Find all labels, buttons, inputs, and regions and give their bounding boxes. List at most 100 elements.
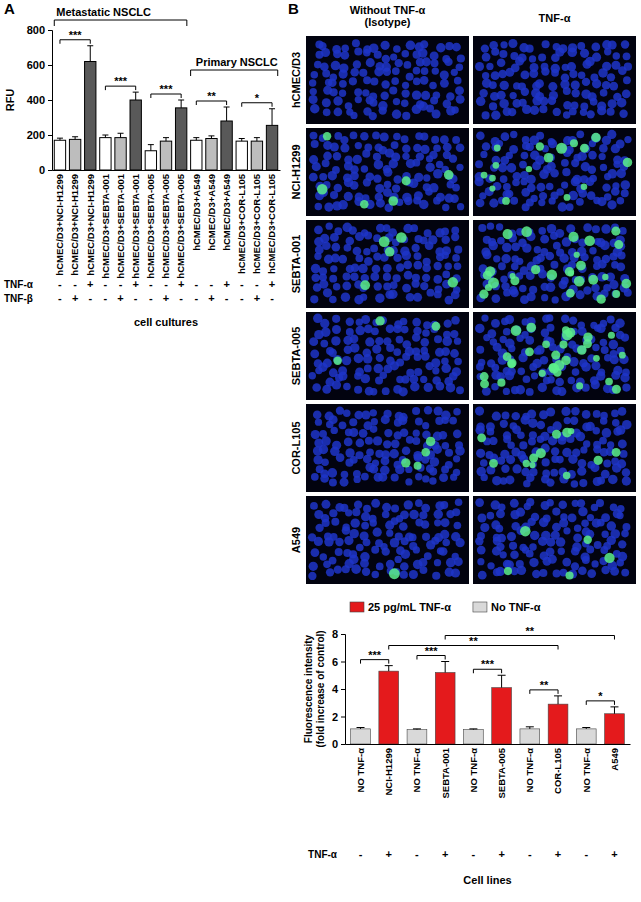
nucleus	[340, 478, 349, 487]
stained-cell	[536, 448, 546, 458]
nucleus	[410, 382, 419, 391]
nucleus	[429, 477, 436, 484]
nucleus	[510, 550, 519, 559]
nucleus	[571, 547, 580, 556]
nucleus	[522, 243, 531, 252]
nucleus	[415, 418, 423, 426]
nucleus	[421, 520, 430, 529]
tick: 2	[332, 711, 345, 723]
nucleus	[565, 289, 574, 298]
nucleus	[392, 110, 401, 119]
stained-cell	[432, 322, 441, 331]
stained-cell	[604, 553, 614, 563]
nucleus	[434, 559, 441, 566]
nucleus	[350, 112, 357, 119]
column-title: (Isotype)	[365, 16, 411, 28]
nucleus	[597, 476, 605, 484]
nucleus	[324, 203, 333, 212]
nucleus	[622, 89, 631, 98]
legend-label: 25 pg/mL TNF-α	[368, 601, 451, 613]
nucleus	[622, 476, 631, 485]
legend-swatch	[473, 602, 487, 612]
nucleus	[433, 169, 443, 179]
nucleus	[375, 337, 383, 345]
nucleus	[588, 166, 596, 174]
nucleus	[392, 184, 400, 192]
tick-mark	[48, 100, 52, 101]
nucleus	[376, 354, 384, 362]
nucleus	[582, 78, 590, 86]
nucleus	[434, 335, 442, 343]
nucleus	[559, 518, 568, 527]
nucleus	[563, 87, 571, 95]
nucleus	[431, 59, 439, 67]
nucleus	[497, 237, 505, 245]
condition-sign: +	[269, 278, 275, 290]
nucleus	[310, 295, 318, 303]
nucleus	[363, 354, 372, 363]
stained-cell	[480, 379, 489, 388]
condition-sign: -	[210, 278, 214, 290]
nucleus	[434, 291, 442, 299]
error-bar	[102, 135, 108, 138]
nucleus	[345, 509, 352, 516]
bar	[69, 139, 80, 170]
nucleus	[330, 143, 339, 152]
nucleus	[539, 569, 547, 577]
nucleus	[441, 518, 450, 527]
nucleus	[517, 566, 526, 575]
nucleus	[577, 467, 586, 476]
nucleus	[352, 39, 360, 47]
condition-sign: -	[225, 292, 229, 304]
nucleus	[502, 243, 512, 253]
stained-cell	[576, 382, 583, 389]
nucleus	[598, 260, 607, 269]
nucleus	[420, 376, 427, 383]
nucleus	[610, 567, 619, 576]
nucleus	[322, 519, 330, 527]
nucleus	[611, 324, 619, 332]
tick: hCMEC/D3+A549	[221, 170, 232, 251]
nucleus	[326, 222, 333, 229]
nucleus	[510, 499, 519, 508]
nucleus	[424, 406, 432, 414]
nucleus	[391, 77, 399, 85]
error-bar	[148, 145, 154, 151]
stained-cell	[544, 153, 554, 163]
nucleus	[534, 246, 541, 253]
nucleus	[329, 557, 337, 565]
y-axis-title: RFU	[4, 89, 16, 112]
nucleus	[593, 410, 601, 418]
nucleus	[597, 519, 605, 527]
nucleus	[501, 132, 510, 141]
nucleus	[383, 168, 392, 177]
tick-label: hCMEC/D3+A549	[221, 174, 232, 251]
stained-cell	[594, 456, 603, 465]
condition-sign: -	[270, 292, 274, 304]
nucleus	[521, 88, 529, 96]
nucleus	[567, 62, 576, 71]
nucleus	[422, 329, 430, 337]
nucleus	[350, 343, 360, 353]
nucleus	[596, 371, 605, 380]
nucleus	[449, 155, 457, 163]
nucleus	[611, 410, 619, 418]
nucleus	[537, 435, 544, 442]
nucleus	[581, 362, 591, 372]
nucleus	[618, 407, 627, 416]
nucleus	[572, 89, 580, 97]
tick: NO TNF-α	[524, 744, 535, 792]
stained-cell	[333, 357, 341, 365]
sig-label: **	[469, 635, 478, 647]
nucleus	[401, 50, 409, 58]
nucleus	[402, 82, 409, 89]
tick-label: NO TNF-α	[581, 748, 592, 793]
nucleus	[548, 555, 557, 564]
nucleus	[332, 325, 341, 334]
nucleus	[370, 388, 377, 395]
micrograph-background	[306, 128, 469, 216]
nucleus	[505, 68, 514, 77]
nucleus	[577, 42, 585, 50]
stained-cell	[388, 196, 398, 206]
sig-label: **	[526, 625, 535, 637]
